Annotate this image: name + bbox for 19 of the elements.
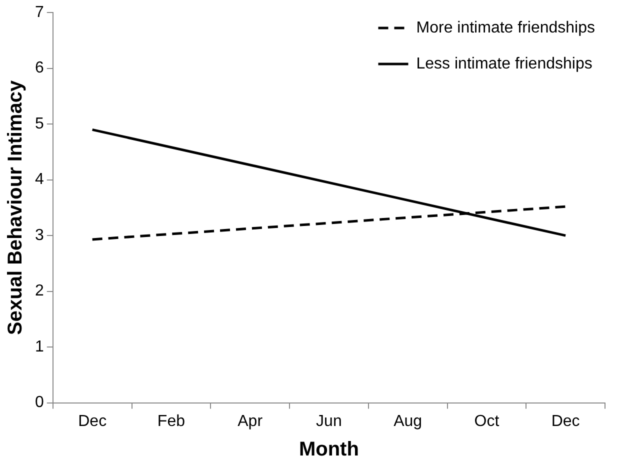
x-tick-label: Apr	[238, 412, 264, 430]
x-tick-label: Aug	[394, 412, 422, 430]
y-tick-label: 3	[34, 226, 44, 244]
y-tick-label: 1	[34, 338, 44, 356]
x-tick-label: Jun	[316, 412, 342, 430]
legend-label: More intimate friendships	[416, 19, 596, 36]
y-tick-label: 5	[34, 115, 44, 132]
x-axis-title: Month	[298, 438, 359, 461]
x-tick-label: Dec	[78, 412, 107, 430]
y-tick-label: 6	[34, 60, 44, 77]
x-tick-label: Dec	[551, 412, 580, 430]
legend-label: Less intimate friendships	[416, 55, 592, 72]
y-tick-label: 2	[34, 282, 44, 300]
x-tick-label: Feb	[157, 412, 186, 430]
y-tick-label: 4	[34, 171, 44, 188]
y-axis-title: Sexual Behaviour Intimacy	[4, 80, 27, 335]
y-tick-label: 7	[34, 4, 44, 22]
x-tick-label: Oct	[474, 412, 500, 430]
y-tick-label: 0	[34, 394, 44, 412]
